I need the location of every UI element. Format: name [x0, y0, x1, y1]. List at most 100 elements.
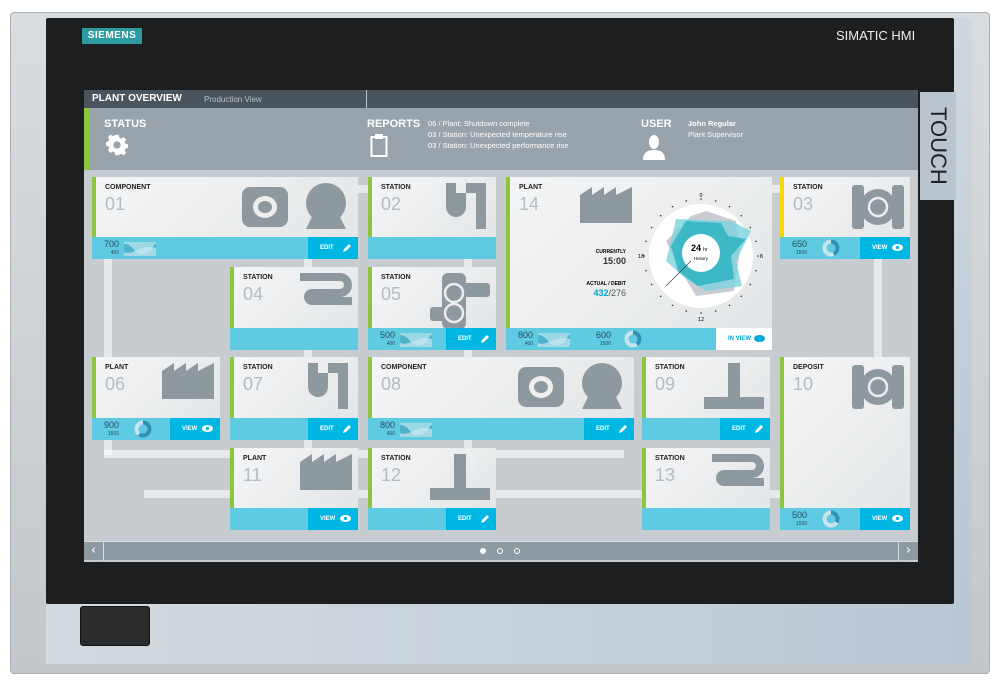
- tile-number: 13: [655, 465, 676, 485]
- gauge: [538, 332, 570, 351]
- value: 800: [380, 420, 396, 430]
- edit-button[interactable]: EDIT: [720, 418, 770, 440]
- value: 700: [104, 239, 120, 249]
- tile-body[interactable]: STATION 07: [230, 357, 358, 418]
- tile-station-02[interactable]: STATION 02: [368, 177, 496, 259]
- tile-body[interactable]: DEPOSIT 10: [780, 357, 910, 508]
- in-view-button[interactable]: IN VIEW: [716, 328, 772, 350]
- prev-page-button[interactable]: ‹: [84, 542, 104, 561]
- clipboard-icon[interactable]: [370, 133, 388, 157]
- tile-number: 14: [519, 194, 540, 214]
- bezel-bottom: [46, 604, 972, 664]
- tile-body[interactable]: COMPONENT 08: [368, 357, 634, 418]
- tile-station-05[interactable]: STATION 05 500 400 EDIT: [368, 267, 496, 350]
- tile-station-04[interactable]: STATION 04: [230, 267, 358, 350]
- tile-body[interactable]: PLANT 06: [92, 357, 220, 418]
- tile-component-01[interactable]: COMPONENT 01 700 400 EDIT: [92, 177, 358, 259]
- tile-body[interactable]: STATION 05: [368, 267, 496, 329]
- view-button[interactable]: VIEW: [860, 237, 910, 259]
- tile-number: 02: [381, 194, 402, 214]
- tile-station-03[interactable]: STATION 03 650 1500 VIEW: [780, 177, 910, 259]
- edit-button[interactable]: EDIT: [446, 508, 496, 530]
- tile-body[interactable]: STATION 03: [780, 177, 910, 237]
- tile-body[interactable]: STATION 13: [642, 448, 770, 508]
- user-icon[interactable]: [642, 134, 666, 160]
- tile-station-07[interactable]: STATION 07 EDIT: [230, 357, 358, 440]
- value-max: 1500: [599, 341, 612, 347]
- reports-label[interactable]: REPORTS: [367, 118, 421, 130]
- footer-value: 650 1500: [792, 240, 807, 257]
- bezel-side: [954, 18, 972, 664]
- gauge: [400, 422, 432, 441]
- factory-icon: [162, 363, 214, 403]
- pump-icon: [518, 363, 628, 415]
- tile-number: 07: [243, 374, 264, 394]
- tile-footer: 650 1500 VIEW: [780, 237, 910, 259]
- pipe-icon: [440, 183, 490, 235]
- gauge: [400, 332, 432, 351]
- status-label[interactable]: STATUS: [104, 118, 147, 130]
- tile-station-12[interactable]: STATION 12 EDIT: [368, 448, 496, 530]
- tile-footer: EDIT: [642, 418, 770, 440]
- edit-button[interactable]: EDIT: [308, 418, 358, 440]
- tile-body[interactable]: STATION 12: [368, 448, 496, 508]
- pipe-connector: [874, 250, 882, 450]
- action-label: VIEW: [872, 245, 888, 251]
- edit-button[interactable]: EDIT: [446, 328, 496, 350]
- tap-icon: [430, 454, 490, 508]
- report-item[interactable]: 03 / Station: Unexpected temperature ris…: [428, 130, 567, 139]
- value: 600: [596, 330, 612, 340]
- history-label: History: [694, 256, 709, 261]
- view-button[interactable]: VIEW: [308, 508, 358, 530]
- user-label[interactable]: USER: [641, 118, 672, 130]
- pipe-icon: [302, 363, 352, 415]
- tile-number: 06: [105, 374, 126, 394]
- tile-station-13[interactable]: STATION 13: [642, 448, 770, 530]
- wave-gauge: [400, 423, 432, 437]
- pencil-icon: [481, 335, 489, 343]
- pump-icon: [242, 183, 352, 235]
- tile-plant-06[interactable]: PLANT 06 900 1500 VIEW: [92, 357, 220, 440]
- coil-icon: [300, 273, 352, 317]
- tile-body[interactable]: PLANT 11: [230, 448, 358, 508]
- tile-plant-11[interactable]: PLANT 11 VIEW: [230, 448, 358, 530]
- tile-deposit-10[interactable]: DEPOSIT 10 500 1500 VIEW: [780, 357, 910, 530]
- tile-type: PLANT: [105, 364, 129, 371]
- tile-body[interactable]: COMPONENT 01: [92, 177, 358, 237]
- currently-value: 15:00: [602, 256, 626, 266]
- page-dot-1[interactable]: [480, 548, 486, 554]
- actual-value: 432: [593, 288, 609, 298]
- tap-icon: [704, 363, 764, 417]
- value: 900: [104, 420, 120, 430]
- tile-plant-14[interactable]: PLANT 14 800 400 600 1500 IN VIEW CURRENTLY …: [506, 177, 772, 350]
- wave-gauge: [538, 333, 570, 347]
- tile-body[interactable]: STATION 04: [230, 267, 358, 328]
- history-radar-dial[interactable]: 24 hr History 0 6 12 18: [636, 191, 766, 321]
- edit-button[interactable]: EDIT: [584, 418, 634, 440]
- report-item[interactable]: 03 / Station: Unexpected performance ris…: [428, 141, 569, 150]
- view-button[interactable]: VIEW: [170, 418, 220, 440]
- eye-icon: [754, 335, 765, 342]
- edit-button[interactable]: EDIT: [308, 237, 358, 259]
- user-info: John Regular Plant Supervisor: [688, 118, 743, 140]
- action-label: EDIT: [320, 245, 334, 251]
- report-item[interactable]: 06 / Plant: Shutdown complete: [428, 119, 530, 128]
- tile-type: PLANT: [519, 184, 543, 191]
- tile-station-09[interactable]: STATION 09 EDIT: [642, 357, 770, 440]
- tile-number: 05: [381, 284, 402, 304]
- page-dot-3[interactable]: [514, 548, 520, 554]
- pencil-icon: [619, 425, 627, 433]
- tile-component-08[interactable]: COMPONENT 08 800 400 EDIT: [368, 357, 634, 440]
- pencil-icon: [481, 515, 489, 523]
- page-dot-2[interactable]: [497, 548, 503, 554]
- action-label: VIEW: [872, 516, 888, 522]
- gear-icon[interactable]: [106, 134, 128, 156]
- tile-body[interactable]: STATION 09: [642, 357, 770, 418]
- view-button[interactable]: VIEW: [860, 508, 910, 530]
- tile-body[interactable]: STATION 02: [368, 177, 496, 237]
- eye-icon: [892, 244, 903, 251]
- tile-type: DEPOSIT: [793, 364, 824, 371]
- tile-type: STATION: [381, 184, 411, 191]
- next-page-button[interactable]: ›: [898, 542, 918, 561]
- tile-number: 04: [243, 284, 264, 304]
